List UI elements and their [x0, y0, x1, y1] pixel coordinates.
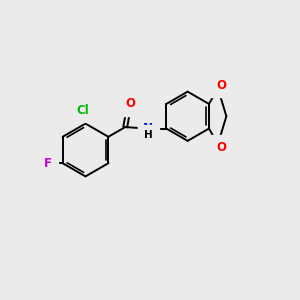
Text: O: O [217, 79, 226, 92]
Text: O: O [125, 98, 135, 110]
Text: H: H [144, 130, 153, 140]
Text: O: O [217, 141, 226, 154]
Text: N: N [143, 122, 153, 135]
Text: Cl: Cl [77, 103, 89, 117]
Text: F: F [44, 157, 52, 170]
